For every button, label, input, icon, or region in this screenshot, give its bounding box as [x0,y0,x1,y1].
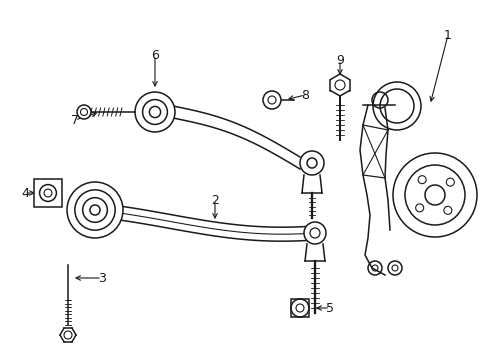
Text: 4: 4 [21,186,29,199]
Circle shape [67,182,123,238]
Circle shape [263,91,281,109]
Text: 7: 7 [71,113,79,126]
Circle shape [304,222,326,244]
Circle shape [291,299,309,317]
Text: 1: 1 [444,28,452,41]
Circle shape [135,92,175,132]
Circle shape [300,151,324,175]
Text: 9: 9 [336,54,344,67]
Text: 6: 6 [151,49,159,62]
Text: 2: 2 [211,194,219,207]
Text: 3: 3 [98,271,106,284]
Text: 5: 5 [326,302,334,315]
Bar [291,299,309,317]
Text: 8: 8 [301,89,309,102]
Circle shape [77,105,91,119]
Bar [34,179,62,207]
